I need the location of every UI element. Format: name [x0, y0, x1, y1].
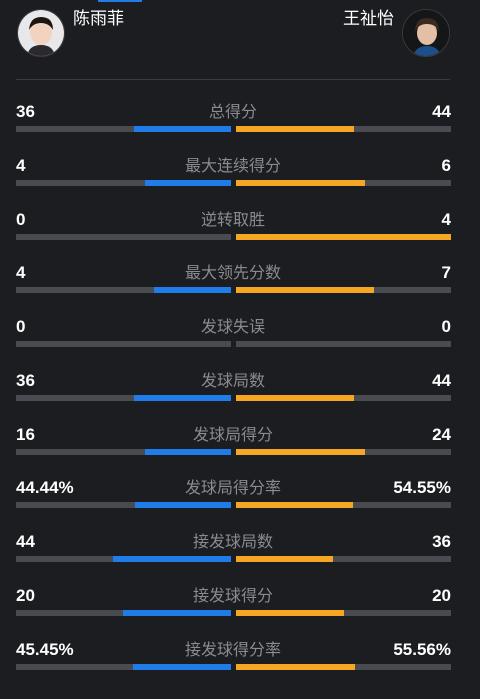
- left-stat-bar-fill: [145, 448, 231, 455]
- stat-label: 总得分: [208, 102, 257, 121]
- stat-label: 逆转取胜: [200, 209, 265, 229]
- right-stat-bar-track: [236, 394, 451, 401]
- right-stat-value: 36: [432, 532, 451, 551]
- right-stat-bar-track: [236, 663, 451, 670]
- right-stat-bar-track: [236, 448, 451, 455]
- right-stat-value: 55.56%: [393, 639, 451, 659]
- stat-row: 总得分 36 44: [0, 102, 480, 144]
- stat-row: 发球局得分 16 24: [0, 425, 480, 467]
- left-stat-value: 16: [16, 424, 35, 444]
- right-stat-bar-track: [236, 233, 451, 240]
- right-stat-bar-fill: [236, 556, 333, 562]
- left-stat-bar-fill: [145, 179, 231, 186]
- right-stat-value: 6: [441, 155, 451, 175]
- stat-label: 发球失误: [200, 317, 265, 336]
- left-stat-bar-track: [16, 126, 231, 132]
- left-stat-value: 20: [16, 585, 35, 605]
- right-stat-value: 20: [432, 585, 451, 605]
- left-stat-bar-track: [16, 233, 231, 240]
- left-stat-value: 4: [16, 263, 26, 283]
- right-stat-bar-track: [236, 556, 451, 562]
- stat-row: 发球局得分率 44.44% 54.55%: [0, 478, 480, 520]
- stat-label: 最大领先分数: [184, 263, 281, 283]
- left-stat-bar-track: [16, 556, 231, 562]
- header-divider: [16, 79, 450, 80]
- stat-row: 接发球得分 20 20: [0, 586, 480, 628]
- right-stat-bar-fill: [236, 179, 365, 186]
- left-stat-bar-fill: [135, 502, 231, 509]
- right-stat-value: 44: [432, 370, 451, 390]
- left-stat-bar-fill: [134, 126, 231, 132]
- left-stat-bar-fill: [113, 556, 231, 562]
- right-stat-bar-track: [236, 502, 451, 509]
- right-stat-bar-track: [236, 287, 451, 294]
- stat-row: 发球局数 36 44: [0, 371, 480, 413]
- left-stat-bar-track: [16, 394, 231, 401]
- stat-row: 接发球得分率 45.45% 55.56%: [0, 640, 480, 682]
- left-stat-value: 0: [16, 209, 26, 229]
- left-stat-bar-fill: [133, 663, 231, 670]
- left-player-name: 陈雨菲: [73, 9, 124, 29]
- player-photo-icon: [18, 10, 64, 56]
- left-stat-value: 4: [16, 155, 26, 175]
- stat-label: 接发球局数: [192, 532, 273, 551]
- stat-label: 发球局得分率: [184, 478, 281, 498]
- right-stat-bar-fill: [236, 394, 354, 401]
- left-stat-bar-track: [16, 287, 231, 294]
- stat-label: 最大连续得分: [184, 155, 281, 175]
- stat-label: 发球局得分: [192, 424, 273, 444]
- left-stat-value: 0: [16, 317, 26, 336]
- right-stat-bar-fill: [236, 502, 353, 509]
- right-stat-value: 7: [441, 263, 451, 283]
- right-stat-bar-track: [236, 179, 451, 186]
- left-stat-value: 44.44%: [16, 478, 74, 498]
- left-stat-value: 44: [16, 532, 35, 551]
- right-stat-bar-track: [236, 126, 451, 132]
- left-stat-bar-track: [16, 179, 231, 186]
- left-stat-bar-track: [16, 502, 231, 509]
- left-stat-value: 36: [16, 102, 35, 121]
- left-stat-bar-track: [16, 663, 231, 670]
- right-stat-bar-fill: [236, 609, 344, 616]
- left-stat-bar-fill: [123, 609, 231, 616]
- right-stat-bar-track: [236, 341, 451, 347]
- left-stat-bar-fill: [154, 287, 231, 294]
- stat-row: 最大领先分数 4 7: [0, 263, 480, 305]
- right-player-avatar[interactable]: [402, 9, 450, 57]
- active-tab-indicator: [98, 0, 142, 2]
- right-stat-value: 54.55%: [393, 478, 451, 498]
- left-stat-bar-fill: [134, 394, 231, 401]
- left-stat-value: 45.45%: [16, 639, 74, 659]
- stat-label: 发球局数: [200, 370, 265, 390]
- right-stat-bar-fill: [236, 126, 354, 132]
- right-stat-value: 0: [441, 317, 451, 336]
- players-header: 陈雨菲 王祉怡: [0, 0, 480, 80]
- stat-row: 逆转取胜 0 4: [0, 210, 480, 252]
- right-stat-value: 24: [432, 424, 451, 444]
- stat-row: 最大连续得分 4 6: [0, 156, 480, 198]
- right-stat-value: 44: [432, 102, 451, 121]
- stat-label: 接发球得分率: [184, 639, 281, 659]
- right-stat-bar-fill: [236, 663, 355, 670]
- right-stat-value: 4: [441, 209, 451, 229]
- right-player-name: 王祉怡: [343, 9, 394, 29]
- left-stat-bar-track: [16, 341, 231, 347]
- left-stat-value: 36: [16, 370, 35, 390]
- stat-row: 发球失误 0 0: [0, 317, 480, 359]
- right-stat-bar-track: [236, 609, 451, 616]
- left-stat-bar-track: [16, 448, 231, 455]
- right-stat-bar-fill: [236, 233, 451, 240]
- left-stat-bar-track: [16, 609, 231, 616]
- right-stat-bar-fill: [236, 448, 365, 455]
- left-player-avatar[interactable]: [17, 9, 65, 57]
- right-stat-bar-fill: [236, 287, 374, 294]
- stat-label: 接发球得分: [192, 585, 273, 605]
- stat-row: 接发球局数 44 36: [0, 532, 480, 574]
- player-photo-icon: [403, 10, 449, 56]
